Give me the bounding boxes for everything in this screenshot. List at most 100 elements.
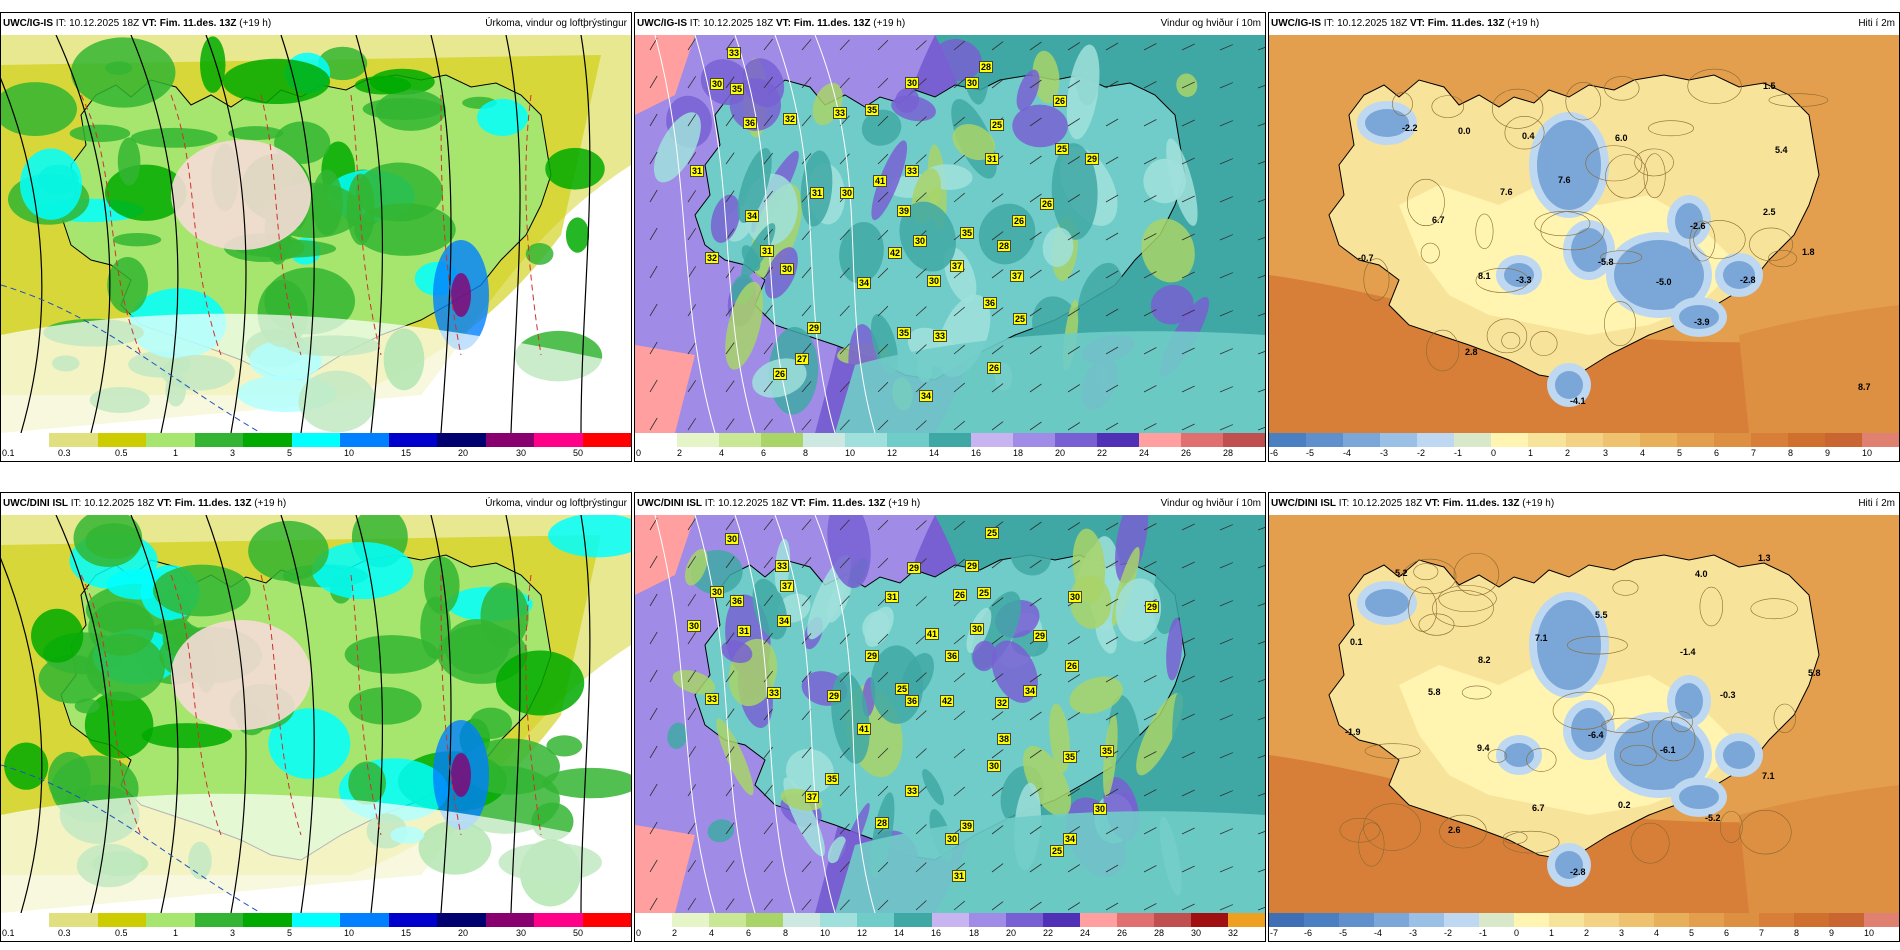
color-scale-swatch [485,433,535,447]
panel-header: UWC/IG-IS IT: 10.12.2025 18Z VT: Fim. 11… [1,13,631,35]
color-scale-swatch [194,433,244,447]
color-scale-swatch [1619,913,1654,927]
lead-time: (+19 h) [1522,498,1555,509]
map-value-label: 32 [705,252,720,264]
map-value-label: 31 [885,591,900,603]
color-scale-swatch [1713,433,1751,447]
color-scale-swatch [49,913,98,927]
map-value-label: 35 [1063,751,1078,763]
color-scale-tick-label: 30 [516,928,527,938]
color-scale-swatch [485,913,535,927]
model-name: UWC/DINI ISL [1271,498,1336,509]
color-scale-swatch [97,913,147,927]
map-value-label: 5.8 [1428,687,1441,697]
color-scale-tick-label: 3 [230,448,236,458]
map-value-label: 30 [725,533,740,545]
color-scale-tick-label: 2 [1565,448,1571,458]
map-value-label: 33 [933,330,948,342]
color-scale-swatch [194,913,244,927]
color-scale-swatch [672,913,710,927]
color-scale-swatch [340,433,389,447]
map-value-label: 26 [1053,95,1068,107]
color-scale-tick-label: 12 [857,928,868,938]
color-scale-swatch [719,433,761,447]
color-scale-tick-label: 50 [573,928,584,938]
color-scale-swatch [968,913,1006,927]
color-scale-tick-label: -7 [1270,928,1279,938]
map-value-label: 5.5 [1595,610,1608,620]
color-scale-swatch [1584,913,1619,927]
map-value-label: 26 [987,362,1002,374]
color-scale-tick-label: 2 [672,928,678,938]
color-scale-tick-label: 0 [636,448,642,458]
color-scale-bar [1,433,631,447]
color-scale-swatch [1190,913,1228,927]
map-canvas [635,35,1265,433]
color-scale-swatch [291,433,341,447]
color-scale-bar [635,913,1265,927]
panel-header: UWC/DINI ISL IT: 10.12.2025 18Z VT: Fim.… [1,493,631,515]
color-scale-swatch [1479,913,1514,927]
valid-time: VT: Fim. 11.des. 13Z [1424,498,1520,509]
color-scale-ticks: -7 -6 -5 -4 -3 -2 -1 0 1 2 3 4 5 6 7 8 9 10 [1269,927,1899,941]
model-name: UWC/IG-IS [3,18,53,29]
map-value-label: 1.3 [1758,553,1771,563]
color-scale-swatch [534,913,583,927]
color-scale-tick-label: -1 [1479,928,1488,938]
map-value-label: 35 [730,83,745,95]
color-scale-ticks: 0.1 0.3 0.5 1 3 5 10 15 20 30 50 [1,927,631,941]
color-scale-swatch [1306,433,1344,447]
color-scale-swatch [783,913,821,927]
color-scale-swatch [1862,433,1899,447]
map-value-label: 30 [1068,591,1083,603]
map-value-label: 30 [710,586,725,598]
valid-time: VT: Fim. 11.des. 13Z [141,18,237,29]
color-scale-tick-label: 5 [1689,928,1695,938]
map-value-label: -0.3 [1720,690,1736,700]
color-scale-tick-label: 14 [894,928,905,938]
color-scale-tick-label: -4 [1343,448,1352,458]
color-scale-tick-label: -2 [1417,448,1426,458]
map-value-label: 27 [795,353,810,365]
map-value-label: -6.4 [1588,730,1604,740]
map-value-label: -5.0 [1656,277,1672,287]
color-scale-tick-label: 0 [1514,928,1520,938]
color-scale-swatch [1417,433,1455,447]
field-title: Hiti í 2m [1858,498,1895,509]
color-scale-ticks: 0 2 4 6 8 10 12 14 16 18 20 22 24 26 28 30 32 [635,927,1265,941]
map-area: 1.5 -2.2 0.0 0.4 6.0 5.4 7.6 7.6 -2.6 2.5 6.7 -0.7 -… [1269,35,1899,433]
color-scale-swatch [1228,913,1265,927]
map-value-label: 35 [960,227,975,239]
color-scale-tick-label: 5 [1677,448,1683,458]
valid-time: VT: Fim. 11.des. 13Z [775,18,871,29]
color-scale-swatch [437,433,486,447]
color-scale-swatch [887,433,929,447]
map-value-label: 34 [857,277,872,289]
color-scale-tick-label: 9 [1829,928,1835,938]
model-name: UWC/DINI ISL [3,498,68,509]
color-scale-tick-label: 20 [1055,448,1066,458]
map-panel-temp: UWC/DINI ISL IT: 10.12.2025 18Z VT: Fim.… [1268,492,1900,942]
map-value-label: -2.8 [1740,275,1756,285]
color-scale-swatch [534,433,583,447]
color-scale-swatch [1042,913,1080,927]
color-scale-tick-label: 10 [344,928,355,938]
color-scale-swatch [1549,913,1584,927]
color-scale-swatch [1097,433,1139,447]
color-scale-tick-label: 15 [401,448,412,458]
map-value-label: 34 [745,210,760,222]
map-panel-precip: UWC/DINI ISL IT: 10.12.2025 18Z VT: Fim.… [0,492,632,942]
map-value-label: 26 [1012,215,1027,227]
color-scale-tick-label: 6 [746,928,752,938]
map-value-label: 8.7 [1858,382,1871,392]
color-scale-tick-label: 6 [1714,448,1720,458]
color-scale-ticks: -6 -5 -4 -3 -2 -1 0 1 2 3 4 5 6 7 8 9 10 [1269,447,1899,461]
map-value-label: 30 [687,620,702,632]
map-value-label: -1.9 [1345,727,1361,737]
color-scale-swatch [1724,913,1759,927]
map-value-label: 0.1 [1350,637,1363,647]
map-value-label: 7.6 [1558,175,1571,185]
color-scale-swatch [803,433,845,447]
color-scale-tick-label: 1 [1528,448,1534,458]
color-scale-swatch [1602,433,1640,447]
